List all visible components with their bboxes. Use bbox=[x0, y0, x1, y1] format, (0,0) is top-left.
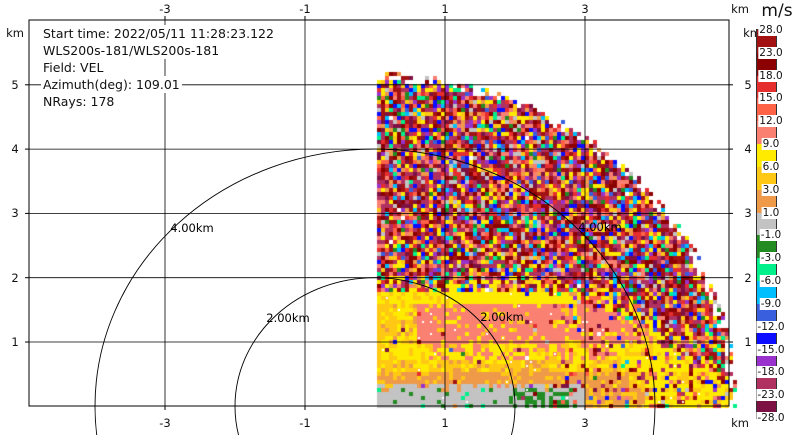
x-tick-bottom-3: 3 bbox=[581, 416, 589, 430]
y-tick-left-4: 4 bbox=[11, 142, 19, 157]
x-tick-top--3: -3 bbox=[159, 2, 171, 16]
colorbar-label-18.0: 18.0 bbox=[758, 69, 784, 82]
colorbar-label-28.0: 28.0 bbox=[758, 24, 784, 36]
colorbar-label--15.0: -15.0 bbox=[756, 343, 786, 356]
info-start-time: Start time: 2022/05/11 11:28:23.122 bbox=[41, 25, 276, 42]
colorbar-label-12.0: 12.0 bbox=[758, 115, 784, 128]
x-tick-top--1: -1 bbox=[299, 2, 311, 16]
colorbar-label-15.0: 15.0 bbox=[758, 92, 784, 105]
colorbar-title: m/s bbox=[761, 1, 793, 21]
y-tick-right-4: 4 bbox=[744, 142, 752, 157]
x-tick-bottom--1: -1 bbox=[299, 416, 311, 430]
colorbar-label--12.0: -12.0 bbox=[756, 320, 786, 333]
colorbar-label--9.0: -9.0 bbox=[759, 297, 783, 310]
x-tick-bottom-1: 1 bbox=[441, 416, 449, 430]
colorbar-label-23.0: 23.0 bbox=[758, 46, 784, 59]
x-tick-bottom--3: -3 bbox=[159, 416, 171, 430]
y-tick-left-2: 2 bbox=[11, 270, 19, 285]
info-azimuth: Azimuth(deg): 109.01 bbox=[41, 76, 182, 93]
colorbar-label--28.0: -28.0 bbox=[756, 412, 786, 424]
y-tick-right-3: 3 bbox=[744, 206, 752, 221]
y-tick-left-5: 5 bbox=[11, 77, 19, 92]
colorbar-label--1.0: -1.0 bbox=[759, 229, 783, 242]
y-tick-right-1: 1 bbox=[744, 335, 752, 349]
colorbar-label--18.0: -18.0 bbox=[756, 366, 786, 379]
y-tick-left-3: 3 bbox=[11, 206, 19, 221]
colorbar-label-6.0: 6.0 bbox=[761, 160, 781, 173]
ring-label-2km-left: 2.00km bbox=[266, 311, 310, 325]
colorbar-label-3.0: 3.0 bbox=[761, 183, 781, 196]
x-axis-unit-bottom: km bbox=[731, 416, 749, 430]
y-tick-left-1: 1 bbox=[11, 335, 19, 349]
x-axis-unit-top: km bbox=[731, 2, 749, 16]
colorbar-label--3.0: -3.0 bbox=[759, 252, 783, 265]
colorbar-label-9.0: 9.0 bbox=[761, 138, 781, 151]
ring-label-4km-right: 4.00km bbox=[578, 220, 622, 234]
y-tick-right-5: 5 bbox=[744, 77, 752, 92]
ring-label-4km-left: 4.00km bbox=[170, 221, 214, 235]
x-tick-top-3: 3 bbox=[581, 2, 589, 16]
ring-label-2km-right: 2.00km bbox=[480, 310, 524, 324]
info-instrument: WLS200s-181/WLS200s-181 bbox=[41, 42, 222, 59]
info-nrays: NRays: 178 bbox=[41, 93, 117, 110]
colorbar-outline bbox=[756, 29, 777, 419]
info-field: Field: VEL bbox=[41, 59, 106, 76]
y-axis-unit-left: km bbox=[6, 26, 24, 40]
colorbar-label--6.0: -6.0 bbox=[759, 275, 783, 288]
x-tick-top-1: 1 bbox=[441, 2, 449, 16]
colorbar-label--23.0: -23.0 bbox=[756, 389, 786, 402]
colorbar-label-1.0: 1.0 bbox=[761, 206, 781, 219]
y-tick-right-2: 2 bbox=[744, 270, 752, 285]
